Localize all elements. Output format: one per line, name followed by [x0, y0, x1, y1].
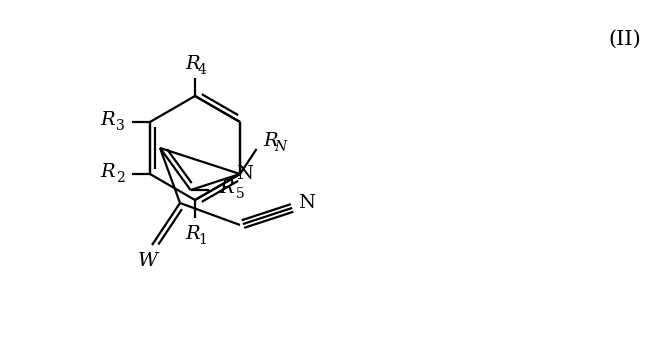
- Text: R: R: [100, 163, 115, 181]
- Text: 2: 2: [116, 171, 125, 185]
- Text: N: N: [299, 194, 316, 212]
- Text: W: W: [138, 252, 158, 270]
- Text: 4: 4: [198, 63, 206, 77]
- Text: R: R: [219, 179, 234, 197]
- Text: 1: 1: [198, 233, 208, 247]
- Text: N: N: [275, 140, 287, 154]
- Text: R: R: [186, 55, 200, 73]
- Text: R: R: [186, 225, 200, 243]
- Text: R: R: [263, 132, 278, 150]
- Text: 3: 3: [116, 119, 125, 133]
- Text: (II): (II): [608, 30, 641, 49]
- Text: 5: 5: [237, 187, 245, 201]
- Text: N: N: [236, 165, 253, 183]
- Text: R: R: [100, 111, 115, 129]
